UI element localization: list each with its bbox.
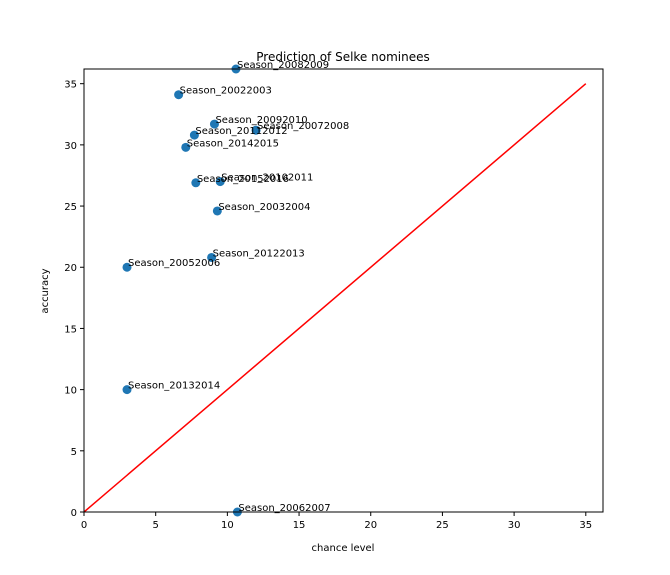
data-point xyxy=(209,119,219,129)
data-point xyxy=(122,262,132,272)
x-tick-label: 0 xyxy=(81,520,87,531)
data-point xyxy=(122,385,132,395)
data-point xyxy=(215,177,225,187)
x-tick-label: 30 xyxy=(508,520,521,531)
data-label: Season_20082009 xyxy=(237,60,329,71)
y-tick-label: 30 xyxy=(64,141,77,152)
y-tick-label: 15 xyxy=(64,324,77,335)
data-label: Season_20122013 xyxy=(213,248,305,259)
y-tick-label: 0 xyxy=(71,508,77,519)
axes-frame xyxy=(83,68,604,513)
data-point xyxy=(207,252,217,262)
y-tick-label: 10 xyxy=(64,386,77,397)
data-point xyxy=(174,90,184,100)
y-tick-label: 5 xyxy=(71,447,77,458)
y-axis: 0 5 10 15 20 25 30 35 xyxy=(64,80,84,519)
data-label: Season_20072008 xyxy=(257,121,349,132)
plot-area: Season_20082009 Season_20022003 Season_200… xyxy=(83,60,587,517)
x-tick-label: 15 xyxy=(293,520,306,531)
data-label: Season_20132014 xyxy=(128,381,220,392)
data-label: Season_20022003 xyxy=(180,86,272,97)
data-label: Season_20112012 xyxy=(195,126,287,137)
data-point xyxy=(181,142,191,152)
data-point xyxy=(251,125,261,135)
data-label: Season_20062007 xyxy=(238,503,330,514)
y-tick-label: 35 xyxy=(64,80,77,91)
x-tick-label: 25 xyxy=(436,520,449,531)
data-label: Season_20092010 xyxy=(215,115,307,126)
x-tick-label: 5 xyxy=(152,520,158,531)
x-tick-label: 10 xyxy=(221,520,234,531)
data-label: Season_20052006 xyxy=(128,258,220,269)
y-tick-label: 25 xyxy=(64,202,77,213)
data-label: Season_20142015 xyxy=(187,138,279,149)
reference-line xyxy=(83,83,587,513)
data-point xyxy=(189,130,199,140)
y-tick-label: 20 xyxy=(64,263,77,274)
x-axis: 0 5 10 15 20 25 30 35 xyxy=(81,512,592,531)
data-label: Season_20032004 xyxy=(218,202,310,213)
x-tick-label: 20 xyxy=(364,520,377,531)
y-axis-label: accuracy xyxy=(40,268,51,313)
chart-title: Prediction of Selke nominees xyxy=(256,50,429,64)
data-label: Season_20102011 xyxy=(221,173,313,184)
x-axis-label: chance level xyxy=(312,543,375,554)
data-point xyxy=(212,206,222,216)
data-label: Season_20152016 xyxy=(197,174,289,185)
data-point xyxy=(191,178,201,188)
x-tick-label: 35 xyxy=(579,520,592,531)
